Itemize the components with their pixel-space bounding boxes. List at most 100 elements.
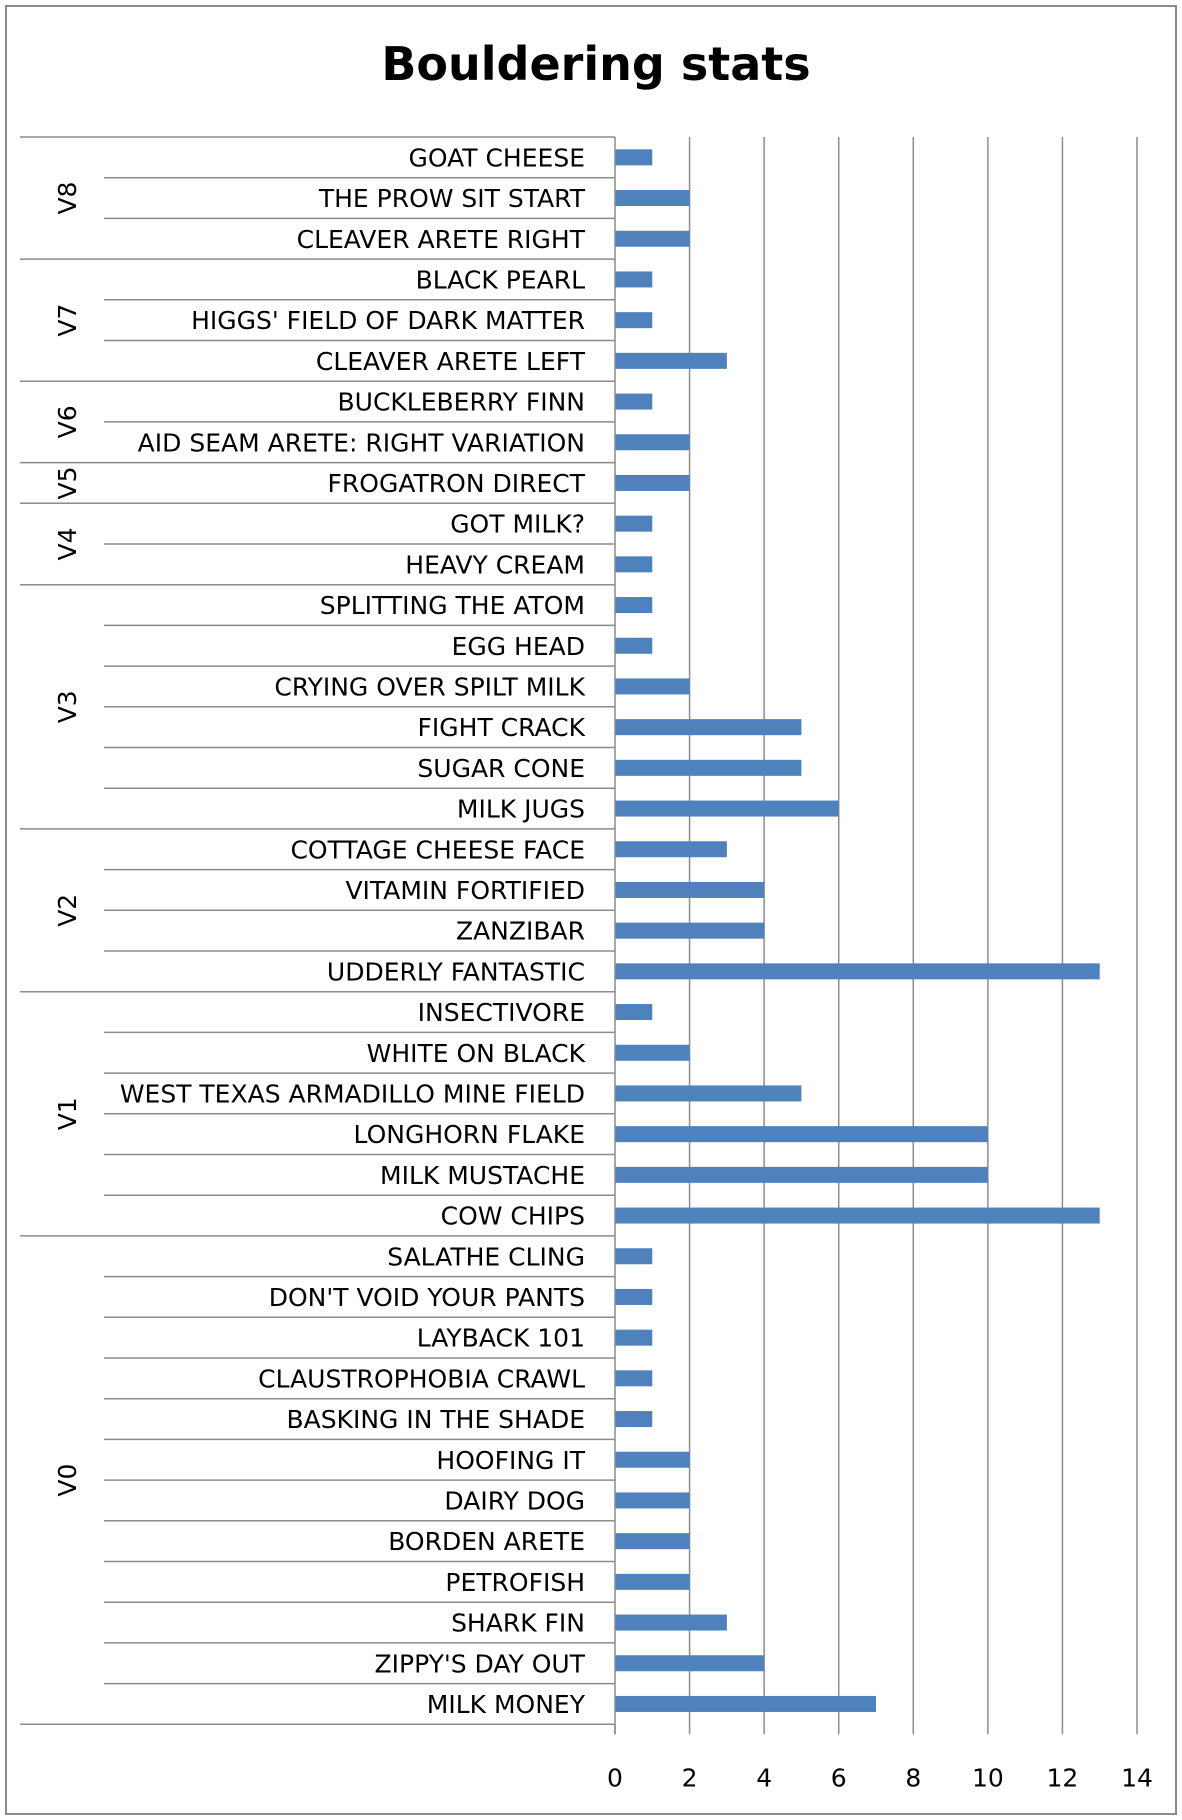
bar [615,271,653,288]
grade-label: V1 [53,1097,82,1130]
route-label: HOOFING IT [436,1446,585,1475]
bar [615,1573,690,1590]
route-label: MILK MUSTACHE [380,1161,585,1190]
bar [615,474,690,491]
x-tick-label: 2 [682,1763,698,1792]
route-label: DON'T VOID YOUR PANTS [269,1283,585,1312]
bar [615,1207,1100,1224]
bar [615,1695,876,1712]
route-label: BUCKLEBERRY FINN [338,388,586,417]
bar [615,800,839,817]
route-label: EGG HEAD [452,632,585,661]
bar [615,1411,653,1428]
bar [615,1004,653,1021]
route-label: SPLITTING THE ATOM [320,591,585,620]
route-label: VITAMIN FORTIFIED [345,876,585,905]
route-label: FIGHT CRACK [418,713,586,742]
route-label: THE PROW SIT START [318,184,586,213]
route-label: GOT MILK? [450,510,585,539]
route-label: BASKING IN THE SHADE [286,1405,585,1434]
bar [615,515,653,532]
route-label: SHARK FIN [451,1609,585,1638]
route-label: DAIRY DOG [444,1486,585,1515]
bar [615,1248,653,1265]
grade-label: V8 [53,182,82,215]
route-label: MILK JUGS [457,795,585,824]
route-label: COW CHIPS [441,1202,585,1231]
axes: 0 2 4 6 8 10 12 14 [607,137,1153,1792]
route-label: PETROFISH [445,1568,585,1597]
grade-label: V4 [53,527,82,560]
bar [615,1288,653,1305]
bar [615,149,653,166]
bar [615,841,727,858]
bar [615,1085,802,1102]
route-label: CLAUSTROPHOBIA CRAWL [258,1364,585,1393]
x-tick-label: 12 [1047,1763,1079,1792]
bar [615,1044,690,1061]
bar [615,1614,727,1631]
grade-label: V6 [53,405,82,438]
route-label: BORDEN ARETE [388,1527,585,1556]
bar [615,352,727,369]
bar [615,230,690,247]
bar [615,312,653,329]
route-label: SALATHE CLING [387,1242,585,1271]
route-label: WHITE ON BLACK [367,1039,586,1068]
route-label: HIGGS' FIELD OF DARK MATTER [191,306,585,335]
route-label: ZIPPY'S DAY OUT [375,1649,586,1678]
route-label: FROGATRON DIRECT [328,469,586,498]
route-label: ZANZIBAR [456,917,585,946]
bar [615,597,653,614]
category-labels: GOAT CHEESE THE PROW SIT START CLEAVER ARE… [20,136,615,1726]
route-label: AID SEAM ARETE: RIGHT VARIATION [138,428,585,457]
x-tick-label: 8 [905,1763,921,1792]
bar [615,678,690,695]
bar [615,1166,988,1183]
route-label: LAYBACK 101 [417,1324,585,1353]
x-tick-label: 4 [756,1763,772,1792]
route-label: COTTAGE CHEESE FACE [290,835,585,864]
bar [615,434,690,451]
bars [615,149,1100,1712]
bar [615,922,765,939]
grade-label: V0 [53,1464,82,1497]
bar [615,1655,765,1672]
route-label: CLEAVER ARETE RIGHT [297,225,586,254]
x-tick-label: 0 [607,1763,623,1792]
grade-label: V2 [53,894,82,927]
grade-label: V5 [53,466,82,499]
bar [615,759,802,776]
bar [615,1126,988,1143]
route-label: LONGHORN FLAKE [354,1120,585,1149]
route-label: CRYING OVER SPILT MILK [274,672,585,701]
bar [615,393,653,410]
route-label: WEST TEXAS ARMADILLO MINE FIELD [120,1079,585,1108]
bar [615,1329,653,1346]
chart-title: Bouldering stats [381,37,810,91]
bar [615,556,653,573]
bar [615,719,802,736]
bar [615,190,690,207]
route-label: HEAVY CREAM [405,550,585,579]
bar [615,881,765,898]
route-label: MILK MONEY [427,1690,586,1719]
bar [615,1492,690,1509]
x-tick-label: 6 [831,1763,847,1792]
route-label: SUGAR CONE [417,754,585,783]
grade-label: V7 [53,304,82,337]
route-label: BLACK PEARL [416,265,585,294]
route-label: INSECTIVORE [418,998,585,1027]
x-tick-label: 14 [1121,1763,1153,1792]
bar [615,1451,690,1468]
bar [615,963,1100,980]
route-label: CLEAVER ARETE LEFT [316,347,586,376]
route-label: GOAT CHEESE [408,143,585,172]
bar [615,1533,690,1550]
route-label: UDDERLY FANTASTIC [327,957,585,986]
grade-label: V3 [53,690,82,723]
bar [615,637,653,654]
bar [615,1370,653,1387]
x-tick-label: 10 [972,1763,1004,1792]
